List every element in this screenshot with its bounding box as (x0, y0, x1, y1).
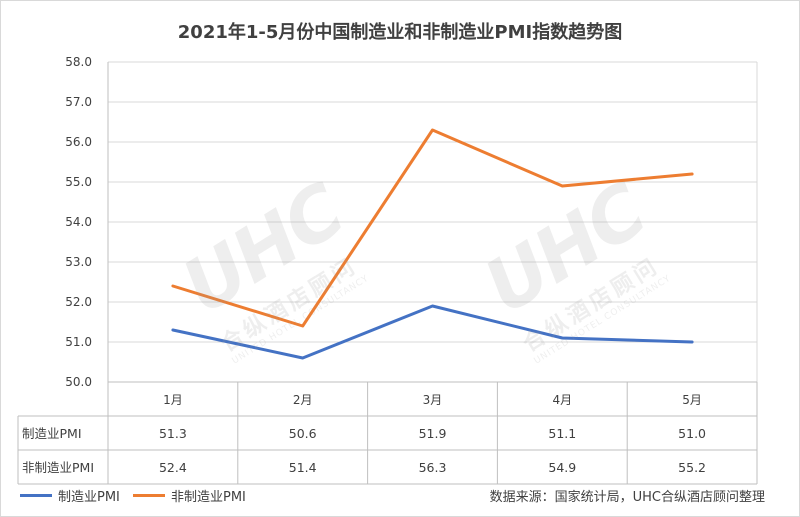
y-tick-label: 51.0 (65, 335, 92, 349)
y-tick-label: 53.0 (65, 255, 92, 269)
table-cell: 51.1 (548, 426, 576, 441)
table-row-label: 制造业PMI (22, 426, 82, 441)
series-line-manufacturing (171, 304, 694, 360)
legend-item-non-manufacturing[interactable]: 非制造业PMI (133, 486, 246, 505)
series-line-non-manufacturing (171, 128, 694, 328)
y-tick-label: 56.0 (65, 135, 92, 149)
y-tick-label: 54.0 (65, 215, 92, 229)
legend-item-manufacturing[interactable]: 制造业PMI (20, 486, 120, 505)
table-cell: 55.2 (678, 460, 706, 475)
x-tick-label: 4月 (552, 393, 572, 407)
table-cell: 52.4 (159, 460, 187, 475)
table-cell: 51.9 (419, 426, 447, 441)
table-cell: 50.6 (289, 426, 317, 441)
chart-title: 2021年1-5月份中国制造业和非制造业PMI指数趋势图 (177, 22, 623, 43)
table-cell: 51.4 (289, 460, 317, 475)
x-tick-label: 3月 (423, 393, 443, 407)
source-note: 数据来源：国家统计局，UHC合纵酒店顾问整理 (489, 490, 765, 505)
table-row-label: 非制造业PMI (22, 460, 94, 475)
legend-label-non-manufacturing: 非制造业PMI (171, 490, 246, 505)
table-cell: 56.3 (419, 460, 447, 475)
table-cell: 51.0 (678, 426, 706, 441)
table-cell: 54.9 (548, 460, 576, 475)
x-tick-label: 5月 (682, 393, 702, 407)
y-tick-label: 52.0 (65, 295, 92, 309)
y-tick-label: 58.0 (65, 55, 92, 69)
legend-swatch-manufacturing (20, 494, 52, 497)
y-tick-label: 55.0 (65, 175, 92, 189)
y-tick-label: 50.0 (65, 375, 92, 389)
y-tick-label: 57.0 (65, 95, 92, 109)
legend-label-manufacturing: 制造业PMI (58, 490, 120, 505)
x-tick-label: 2月 (293, 393, 313, 407)
table-cell: 51.3 (159, 426, 187, 441)
legend-swatch-non-manufacturing (133, 494, 165, 497)
x-tick-label: 1月 (163, 393, 183, 407)
